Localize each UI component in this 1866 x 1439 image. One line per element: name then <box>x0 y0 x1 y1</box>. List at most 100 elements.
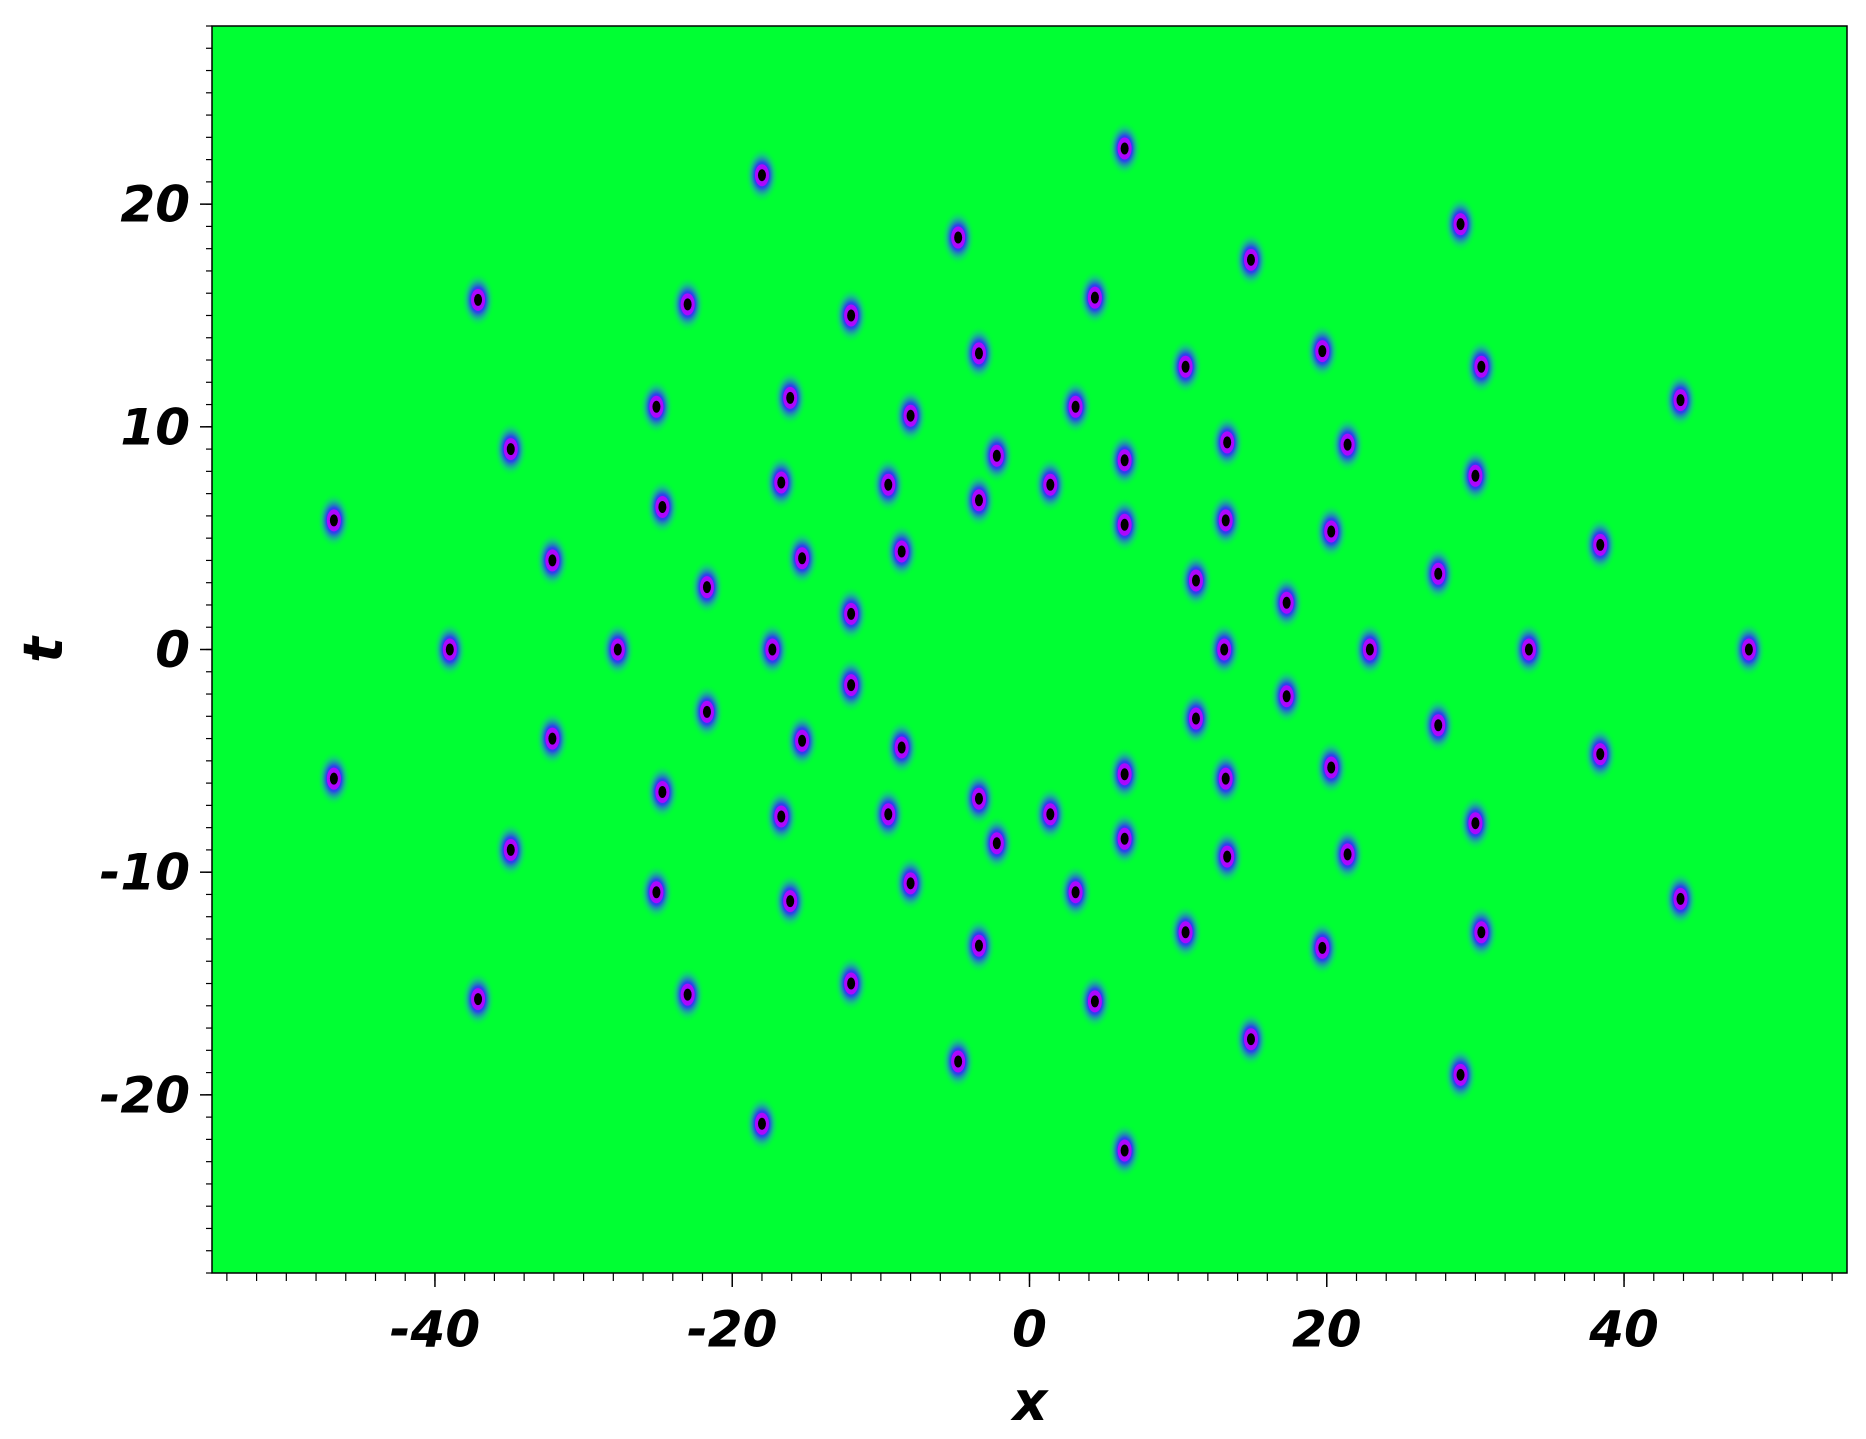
peak <box>1223 436 1232 449</box>
peak <box>954 231 963 244</box>
peak <box>329 772 338 785</box>
peak <box>1220 643 1229 656</box>
peak <box>1090 995 1099 1008</box>
peak <box>1246 253 1255 266</box>
peak <box>1456 1068 1465 1081</box>
y-tick-label: 20 <box>120 176 190 234</box>
peak <box>897 545 906 558</box>
peak <box>847 607 856 620</box>
peak <box>906 409 915 422</box>
peak <box>897 741 906 754</box>
peak <box>1071 400 1080 413</box>
peak <box>1456 218 1465 231</box>
peak <box>777 476 786 489</box>
peak <box>1318 941 1327 954</box>
peak <box>974 494 983 507</box>
peak <box>683 298 692 311</box>
peak <box>847 977 856 990</box>
peak <box>1046 478 1055 491</box>
peak <box>1434 567 1443 580</box>
peak <box>884 808 893 821</box>
peak <box>847 309 856 322</box>
peak <box>1046 808 1055 821</box>
peak <box>702 581 711 594</box>
peak <box>1120 1144 1129 1157</box>
y-axis-label: t <box>12 635 75 663</box>
peak <box>798 734 807 747</box>
y-tick-label: 0 <box>155 621 190 679</box>
peak <box>474 993 483 1006</box>
peak <box>1181 926 1190 939</box>
peak <box>992 837 1001 850</box>
peak <box>777 810 786 823</box>
peak <box>974 347 983 360</box>
peak <box>1120 518 1129 531</box>
peak <box>906 877 915 890</box>
peak <box>1365 643 1374 656</box>
peak <box>1477 926 1486 939</box>
peak <box>1676 394 1685 407</box>
peak <box>1676 892 1685 905</box>
peaks <box>316 120 1766 1179</box>
peak <box>786 391 795 404</box>
peak <box>1071 886 1080 899</box>
peak <box>652 400 661 413</box>
peak <box>1246 1033 1255 1046</box>
peak <box>1318 345 1327 358</box>
peak <box>474 293 483 306</box>
peak <box>1191 712 1200 725</box>
x-tick-label: -40 <box>390 1301 480 1359</box>
peak <box>1090 291 1099 304</box>
peak <box>683 988 692 1001</box>
peak <box>1596 538 1605 551</box>
plot-background <box>212 26 1847 1273</box>
peak <box>1596 748 1605 761</box>
peak <box>506 843 515 856</box>
peak <box>1221 772 1230 785</box>
x-axis-label: x <box>1010 1370 1050 1433</box>
peak <box>1744 643 1753 656</box>
peak <box>1191 574 1200 587</box>
peak <box>798 552 807 565</box>
peak <box>658 500 667 513</box>
peak <box>954 1055 963 1068</box>
y-tick-label: -20 <box>100 1066 190 1124</box>
peak <box>1434 719 1443 732</box>
x-tick-label: 40 <box>1588 1301 1659 1359</box>
peak <box>757 169 766 182</box>
peak <box>1221 514 1230 527</box>
peak <box>757 1117 766 1130</box>
peak <box>658 786 667 799</box>
peak <box>768 643 777 656</box>
peak <box>1223 850 1232 863</box>
peak <box>1327 525 1336 538</box>
peak <box>548 554 557 567</box>
peak <box>1477 360 1486 373</box>
y-tick-label: -10 <box>100 844 190 902</box>
peak <box>1181 360 1190 373</box>
peak <box>1327 761 1336 774</box>
x-tick-label: -20 <box>687 1301 777 1359</box>
peak <box>613 643 622 656</box>
peak <box>974 939 983 952</box>
peak <box>702 705 711 718</box>
peak <box>1120 768 1129 781</box>
peak <box>445 643 454 656</box>
peak <box>1120 832 1129 845</box>
peak <box>1343 438 1352 451</box>
x-tick-label: 20 <box>1292 1301 1362 1359</box>
peak <box>884 478 893 491</box>
peak <box>974 792 983 805</box>
peak <box>992 449 1001 462</box>
peak <box>652 886 661 899</box>
x-tick-label: 0 <box>1012 1301 1047 1359</box>
peak <box>1471 817 1480 830</box>
peak <box>548 732 557 745</box>
peak <box>1282 690 1291 703</box>
peak <box>1120 454 1129 467</box>
peak <box>1282 596 1291 609</box>
peak <box>1471 469 1480 482</box>
peak <box>506 443 515 456</box>
